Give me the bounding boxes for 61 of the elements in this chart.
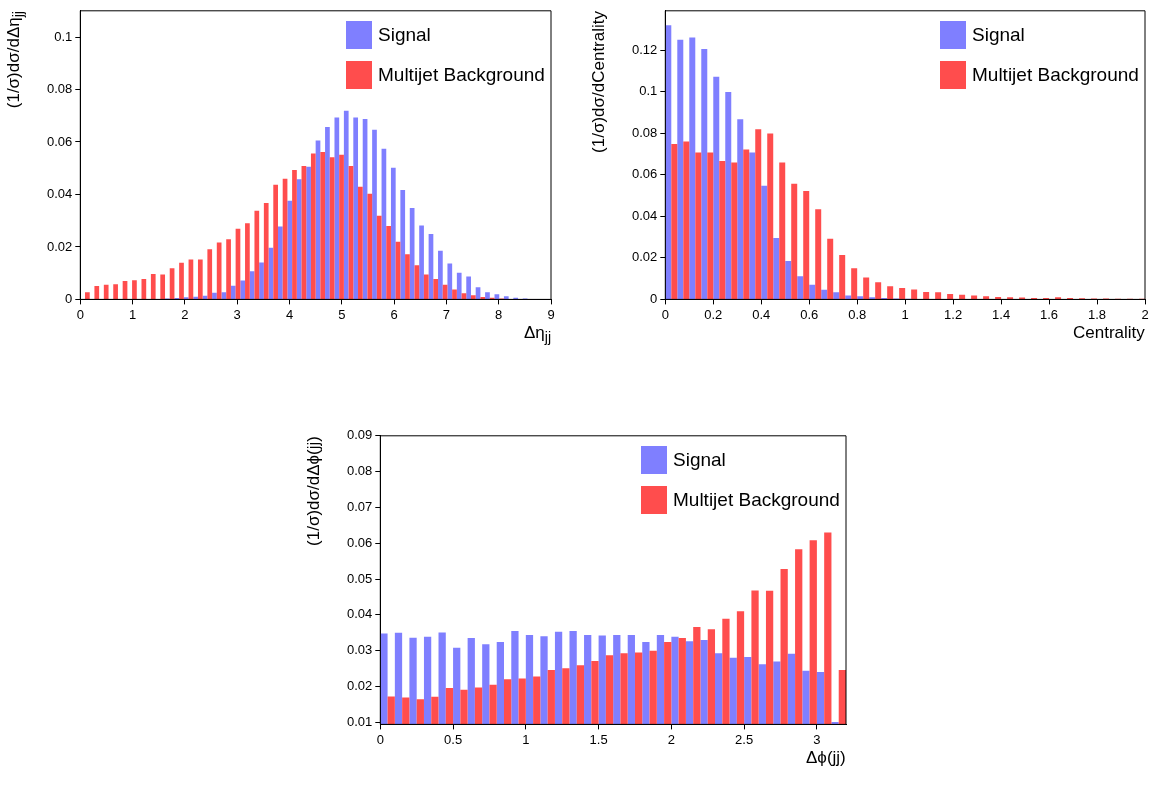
x-tick-label: 7 — [442, 306, 451, 322]
x-tick-label: 0.5 — [444, 731, 463, 747]
y-tick-label: 0.06 — [46, 133, 73, 149]
x-tick-label: 0 — [76, 306, 84, 322]
x-tick-label: 1 — [128, 306, 137, 322]
y-tick-label: 0.04 — [631, 207, 658, 223]
legend-label: Multijet Background — [378, 63, 545, 86]
y-axis-title: (1/σ)dσ/dCentrality — [589, 10, 609, 153]
x-tick-label: 0.2 — [704, 306, 723, 322]
x-tick-label: 5 — [338, 306, 346, 322]
y-tick-label: 0.08 — [46, 81, 73, 97]
y-tick-label: 0.02 — [631, 249, 658, 265]
x-axis-title: Centrality — [1073, 323, 1145, 344]
legend-label: Signal — [673, 448, 726, 471]
y-tick-label: 0.04 — [46, 186, 73, 202]
y-tick-label: 0.08 — [631, 124, 658, 140]
y-tick-label: 0.07 — [346, 498, 373, 514]
y-tick-label: 0.06 — [346, 534, 373, 550]
x-tick-label: 1.8 — [1087, 306, 1107, 322]
x-tick-label: 1 — [901, 306, 909, 322]
x-tick-label: 0 — [661, 306, 669, 322]
x-tick-label: 0 — [376, 731, 384, 747]
x-tick-label: 3 — [813, 731, 821, 747]
y-tick-label: 0.05 — [346, 570, 373, 586]
y-tick-label: 0.09 — [346, 427, 373, 443]
y-tick-label: 0 — [650, 290, 658, 306]
legend-label: Signal — [378, 23, 431, 46]
y-tick-label: 0.04 — [346, 606, 373, 622]
x-axis-title: Δϕ(jj) — [806, 748, 846, 769]
x-tick-label: 4 — [285, 306, 294, 322]
y-tick-label: 0.03 — [346, 642, 373, 658]
x-tick-label: 3 — [233, 306, 241, 322]
legend-label: Signal — [972, 23, 1025, 46]
x-tick-label: 0.6 — [800, 306, 819, 322]
y-tick-label: 0.02 — [346, 678, 373, 694]
x-tick-label: 6 — [390, 306, 398, 322]
y-tick-label: 0.06 — [631, 166, 658, 182]
y-tick-label: 0 — [65, 290, 73, 306]
x-tick-label: 2 — [1141, 306, 1149, 322]
x-tick-label: 2.5 — [735, 731, 754, 747]
x-tick-label: 1.2 — [944, 306, 963, 322]
x-tick-label: 1.5 — [589, 731, 608, 747]
legend-label: Multijet Background — [673, 488, 840, 511]
y-tick-label: 0.1 — [54, 28, 73, 44]
y-tick-label: 0.1 — [639, 83, 658, 99]
x-axis-title: Δη$_{jj}$ — [524, 323, 552, 346]
x-tick-label: 2 — [181, 306, 189, 322]
x-tick-label: 0.8 — [848, 306, 867, 322]
y-tick-label: 0.08 — [346, 463, 373, 479]
y-axis-title: (1/σ)dσ/dΔϕ(jj) — [304, 435, 324, 546]
x-tick-label: 0.4 — [752, 306, 771, 322]
x-tick-label: 9 — [547, 306, 555, 322]
legend-label: Multijet Background — [972, 63, 1139, 86]
y-tick-label: 0.02 — [46, 238, 73, 254]
y-tick-label: 0.12 — [631, 41, 658, 57]
x-tick-label: 8 — [495, 306, 503, 322]
x-tick-label: 1 — [522, 731, 530, 747]
x-tick-label: 2 — [667, 731, 675, 747]
x-tick-label: 1.4 — [992, 306, 1011, 322]
y-tick-label: 0.01 — [346, 713, 373, 729]
x-tick-label: 1.6 — [1040, 306, 1059, 322]
